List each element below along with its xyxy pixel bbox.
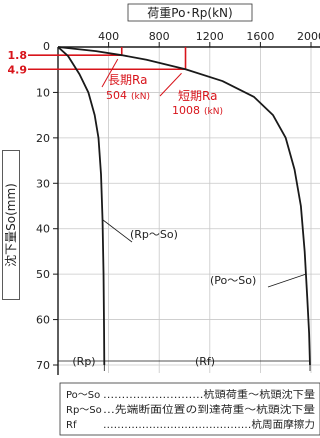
x-tick-label: 1200 <box>196 30 224 43</box>
x-tick-label: 2000 <box>297 30 320 43</box>
legend-desc: ………………………杭頭荷重～杭頭沈下量 <box>103 388 315 401</box>
legend-key: Rp～So <box>66 405 102 416</box>
series-label-rp-so: (Rp～So) <box>130 228 178 241</box>
y-tick-label: 70 <box>36 359 50 372</box>
long-term-leader <box>101 58 119 88</box>
red-y-tick-label: 4.9 <box>8 63 28 76</box>
title-box <box>127 3 253 22</box>
short-term-label: 短期Ra <box>178 89 217 103</box>
y-tick-label: 50 <box>36 268 50 281</box>
y-axis-label-frame <box>2 150 20 300</box>
short-term-value: 1008 <box>172 104 200 117</box>
y-tick-label: 10 <box>36 86 50 99</box>
legend-key: Po～So <box>66 390 100 401</box>
rf-span-label: (Rf) <box>195 355 215 368</box>
legend-desc: ……………………………………杭周面摩擦力 <box>103 418 315 431</box>
long-term-label: 長期Ra <box>108 73 147 87</box>
x-tick-label: 400 <box>98 30 119 43</box>
long-term-unit: (kN) <box>131 92 150 102</box>
short-term-unit: (kN) <box>204 107 223 117</box>
grid-lines <box>58 47 320 373</box>
y-tick-label: 20 <box>36 132 50 145</box>
red-y-tick-label: 1.8 <box>8 49 28 62</box>
y-ticks: 10 20 30 40 50 60 70 0 <box>36 40 58 372</box>
y-tick-label-zero: 0 <box>43 40 50 53</box>
legend-desc: …先端断面位置の到達荷重～杭頭沈下量 <box>103 403 315 416</box>
series-lines <box>57 46 311 366</box>
y-tick-label: 30 <box>36 177 50 190</box>
series-line-Rp～So <box>57 46 106 366</box>
allowable-load-markers: 1.84.9 <box>8 47 187 76</box>
y-axis-label-box: 沈下量So(mm) <box>2 150 20 300</box>
y-tick-label: 60 <box>36 314 50 327</box>
series-label-po-so: (Po～So) <box>210 274 256 287</box>
y-tick-label: 40 <box>36 223 50 236</box>
chart-title: 荷重Po･Rp(kN) <box>147 6 232 20</box>
x-ticks: 400 800 1200 1600 2000 <box>98 30 320 47</box>
series-line-Po～So <box>57 46 311 366</box>
y-axis-label-svg: 沈下量So(mm) <box>2 150 20 300</box>
y-axis-label: 沈下量So(mm) <box>3 183 18 267</box>
long-term-value: 504 <box>106 89 127 102</box>
short-term-leader <box>159 72 182 97</box>
legend-key: Rf <box>66 420 77 431</box>
x-tick-label: 1600 <box>246 30 274 43</box>
rp-span-label: (Rp) <box>72 355 95 368</box>
axes <box>57 46 320 375</box>
x-tick-label: 800 <box>149 30 170 43</box>
series-label-rp-so-leader <box>102 219 133 243</box>
series-label-po-so-leader <box>267 273 307 288</box>
legend-box <box>59 382 320 436</box>
